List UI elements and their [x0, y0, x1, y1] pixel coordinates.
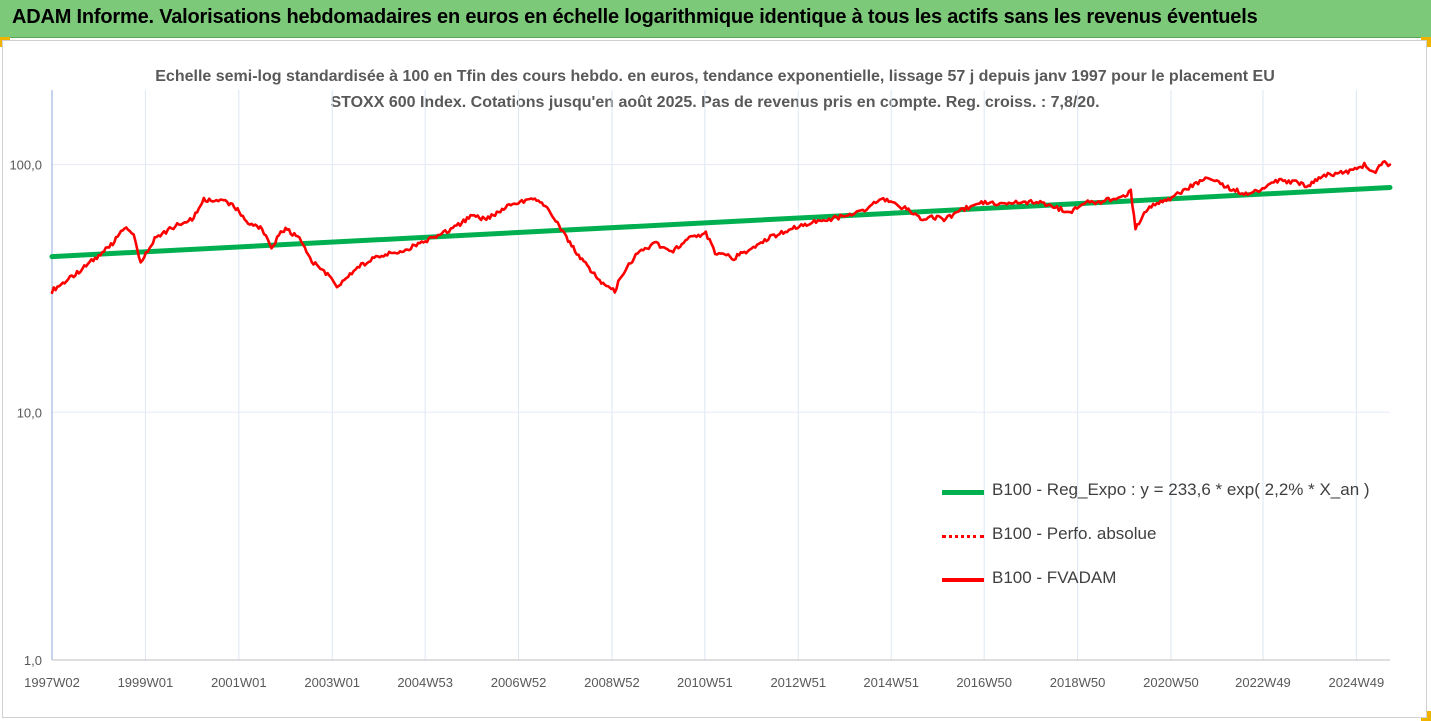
legend-item-trend: B100 - Reg_Expo : y = 233,6 * exp( 2,2% … — [940, 478, 1400, 522]
x-tick-label: 2001W01 — [211, 675, 267, 690]
report-header: ADAM Informe. Valorisations hebdomadaire… — [0, 0, 1431, 38]
y-tick-label: 1,0 — [24, 653, 42, 668]
chart-title: Echelle semi-log standardisée à 100 en T… — [155, 68, 1275, 111]
legend-swatch-fvadam — [942, 578, 984, 582]
x-tick-label: 2004W53 — [397, 675, 453, 690]
x-tick-label: 2022W49 — [1235, 675, 1291, 690]
tick-labels: 1,0 10,0 100,0 1997W02 1999W01 2001W01 2003W01… — [9, 158, 1384, 690]
legend-label-perf: B100 - Perfo. absolue — [992, 524, 1157, 543]
x-tick-label: 2003W01 — [304, 675, 360, 690]
x-tick-label: 1999W01 — [118, 675, 174, 690]
x-tick-label: 2018W50 — [1050, 675, 1106, 690]
x-tick-label: 2016W50 — [956, 675, 1012, 690]
series-trend-line — [49, 185, 1393, 260]
chart-legend: B100 - Reg_Expo : y = 233,6 * exp( 2,2% … — [940, 478, 1400, 610]
y-tick-label: 10,0 — [17, 405, 42, 420]
chart-area — [2, 40, 1427, 718]
x-tick-label: 2006W52 — [491, 675, 547, 690]
x-tick-label: 2008W52 — [584, 675, 640, 690]
x-tick-label: 2024W49 — [1329, 675, 1385, 690]
x-tick-label: 2010W51 — [677, 675, 733, 690]
x-tick-label: 1997W02 — [24, 675, 80, 690]
legend-item-perf: B100 - Perfo. absolue — [940, 522, 1400, 566]
grid-lines — [52, 90, 1390, 661]
legend-label-fvadam: B100 - FVADAM — [992, 568, 1117, 587]
x-tick-label: 2012W51 — [770, 675, 826, 690]
axes — [51, 90, 1390, 661]
legend-item-fvadam: B100 - FVADAM — [940, 566, 1400, 610]
report-title: ADAM Informe. Valorisations hebdomadaire… — [12, 6, 1258, 28]
y-tick-label: 100,0 — [9, 158, 42, 173]
legend-label-trend: B100 - Reg_Expo : y = 233,6 * exp( 2,2% … — [992, 480, 1370, 499]
series-lines — [49, 160, 1393, 295]
series-fvadam-line — [50, 160, 1392, 295]
legend-swatch-trend — [942, 490, 984, 495]
legend-swatch-perf — [942, 535, 984, 538]
x-tick-label: 2014W51 — [863, 675, 919, 690]
x-tick-label: 2020W50 — [1143, 675, 1199, 690]
